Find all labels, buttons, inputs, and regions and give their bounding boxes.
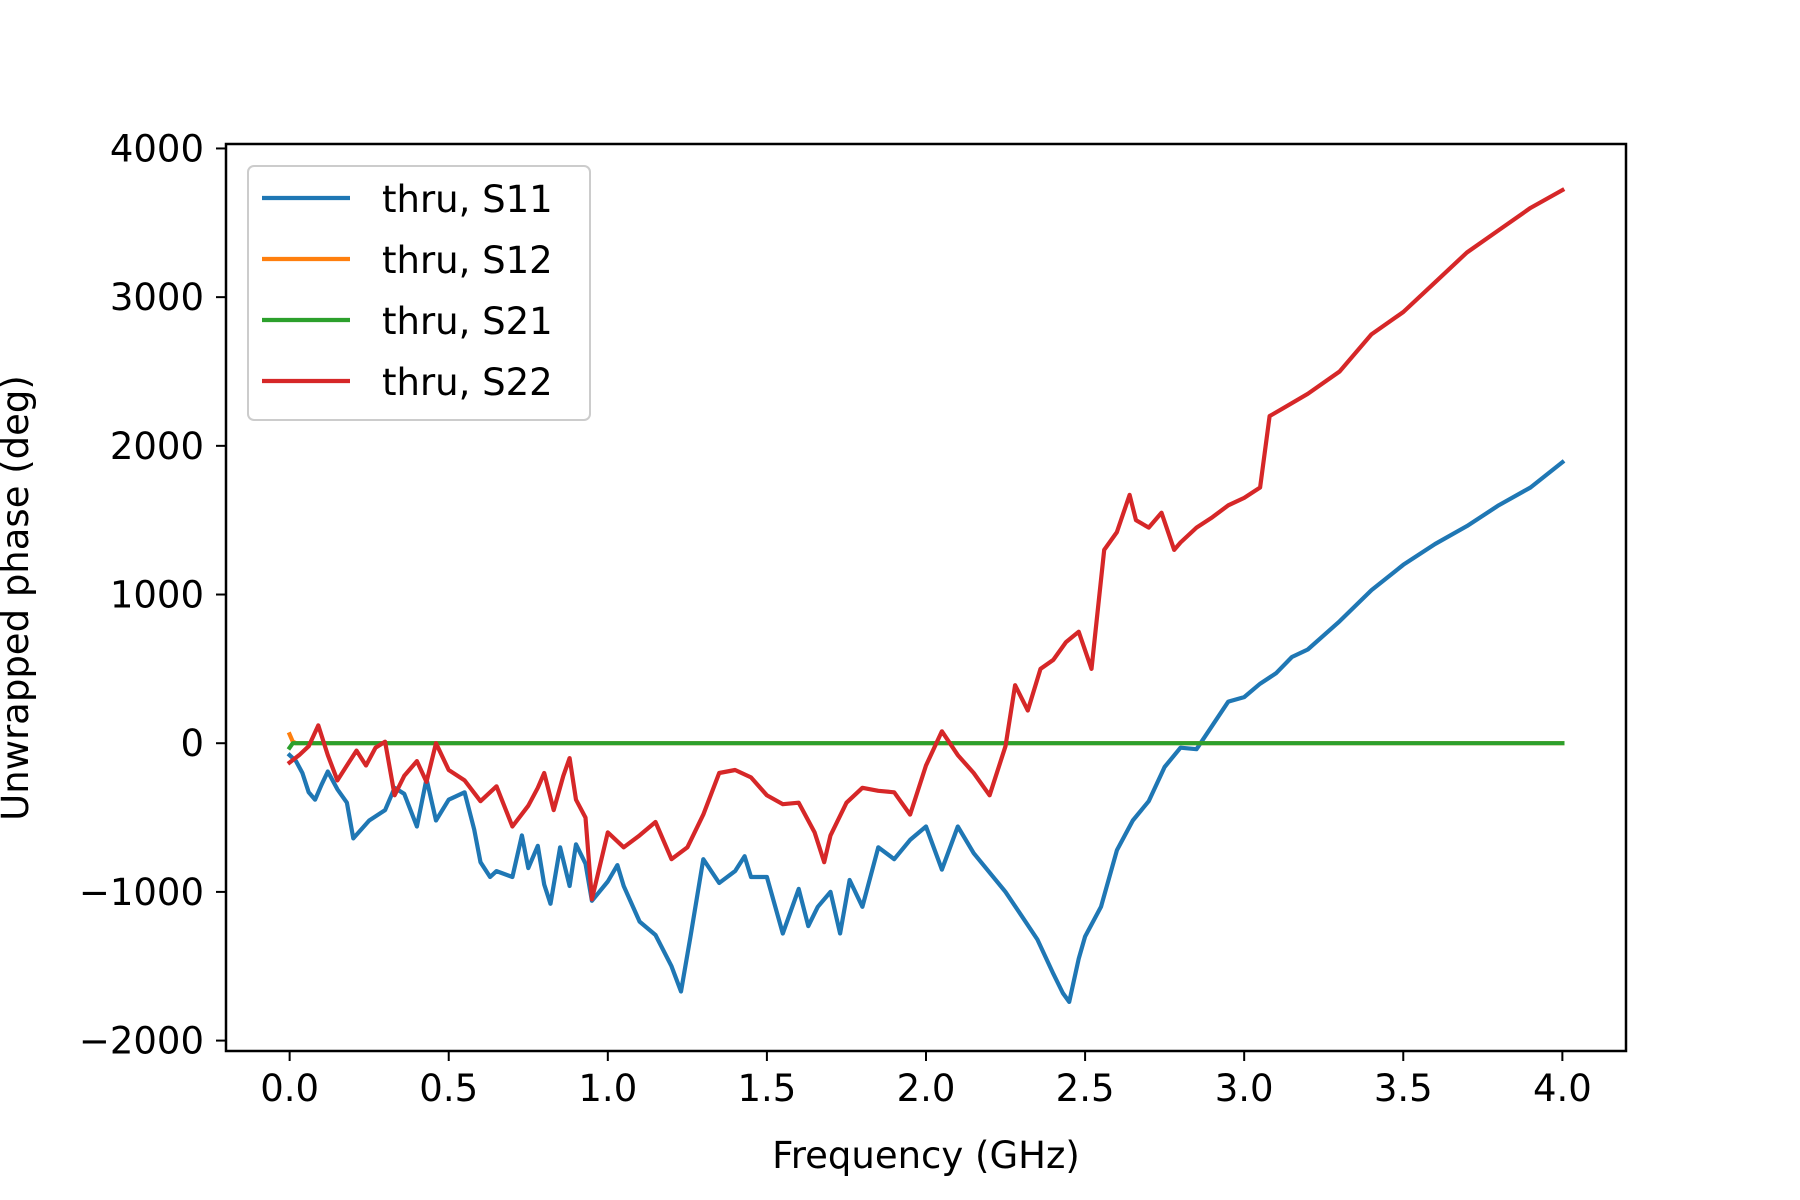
y-tick-label: 3000 [110,276,204,319]
y-axis: −2000 −1000 0 1000 2000 3000 4000 [79,127,226,1063]
x-tick-label: 0.5 [419,1067,478,1110]
y-axis-label: Unwrapped phase (deg) [0,375,37,821]
y-tick-label: 0 [180,722,204,765]
x-axis-label: Frequency (GHz) [772,1134,1080,1177]
y-tick-label: 2000 [110,425,204,468]
y-tick-label: 4000 [110,127,204,170]
x-tick-label: 2.0 [897,1067,956,1110]
x-tick-label: 1.5 [737,1067,796,1110]
x-tick-label: 3.5 [1374,1067,1433,1110]
series-line-thru-s22 [286,187,1566,902]
legend-label-s21: thru, S21 [382,300,553,343]
legend-label-s12: thru, S12 [382,239,553,282]
x-tick-label: 1.0 [578,1067,637,1110]
series-line-thru-s21 [286,741,1565,751]
legend-label-s22: thru, S22 [382,361,553,404]
legend: thru, S11 thru, S12 thru, S21 thru, S22 [247,165,591,421]
y-tick-label: −1000 [79,871,204,914]
y-tick-label: 1000 [110,574,204,617]
series-layer [286,187,1566,1004]
y-tick-label: −2000 [79,1020,204,1063]
x-tick-label: 2.5 [1056,1067,1115,1110]
x-tick-label: 4.0 [1533,1067,1592,1110]
series-line-thru-s11 [286,459,1566,1004]
x-tick-label: 3.0 [1215,1067,1274,1110]
x-axis: 0.0 0.5 1.0 1.5 2.0 2.5 3.0 3.5 4.0 [260,1051,1592,1110]
legend-box [247,165,591,421]
x-tick-label: 0.0 [260,1067,319,1110]
legend-label-s11: thru, S11 [382,178,553,221]
